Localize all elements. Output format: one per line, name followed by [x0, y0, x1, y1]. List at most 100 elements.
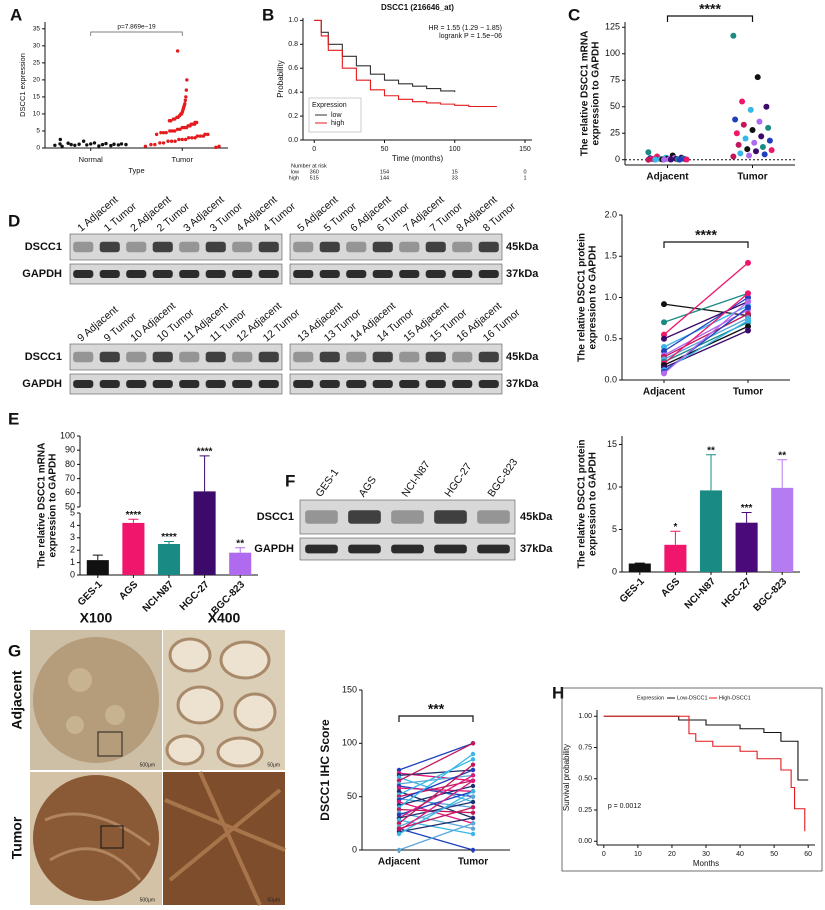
risk-value: 0 — [523, 169, 526, 175]
data-point — [396, 812, 402, 817]
data-point — [470, 847, 476, 853]
y-tick-label: 10 — [607, 481, 617, 491]
bar — [229, 552, 252, 575]
y-tick-label: 0 — [352, 844, 357, 854]
y-tick-label: 0 — [36, 145, 40, 152]
crypt — [176, 685, 224, 725]
data-point — [758, 133, 765, 140]
zoom-box — [97, 731, 123, 757]
data-point — [396, 817, 402, 823]
x-tick-label: 150 — [519, 146, 531, 153]
x-tick-label: GES-1 — [618, 576, 647, 605]
data-point — [396, 821, 402, 826]
data-point — [652, 156, 659, 163]
blot-band — [305, 544, 338, 554]
blot-band — [319, 351, 340, 363]
x-tick-label: 50 — [381, 146, 389, 153]
data-point — [751, 139, 758, 146]
data-point — [97, 144, 101, 148]
blot-band — [452, 241, 473, 253]
pair-line — [663, 301, 749, 340]
blot-band — [399, 380, 420, 388]
data-point — [470, 826, 476, 831]
data-point — [661, 335, 667, 342]
x-tick-label: HGC-27 — [178, 579, 212, 613]
y-axis-label: The relative DSCC1 protein — [577, 233, 588, 362]
scale-bar-label: 500μm — [140, 897, 155, 903]
crypt — [219, 640, 271, 680]
pair-line — [398, 780, 474, 832]
blot-band — [348, 544, 381, 554]
scale-bar-label: 50μm — [267, 897, 280, 903]
blot-band — [478, 351, 499, 363]
x-tick-label: Normal — [79, 155, 104, 164]
scale-bar-label: 50μm — [267, 762, 280, 768]
data-point — [676, 156, 683, 163]
y-axis-label: DSCC1 IHC Score — [318, 719, 332, 821]
data-point — [756, 118, 763, 125]
data-point — [149, 142, 153, 147]
panel-label: A — [10, 5, 22, 24]
data-point — [175, 49, 180, 53]
y-tick-label: 1.0 — [604, 292, 617, 302]
y-tick-label: 3 — [70, 532, 75, 542]
data-point — [173, 129, 177, 133]
data-point — [109, 143, 113, 148]
pair-line — [663, 313, 749, 358]
data-point — [745, 298, 751, 305]
risk-value: 15 — [452, 169, 458, 175]
texture — [105, 705, 125, 725]
data-point — [661, 331, 667, 338]
error-bar — [199, 455, 210, 492]
blot-band — [258, 270, 279, 278]
data-point — [396, 767, 402, 773]
y-tick-label: 10 — [33, 111, 41, 118]
y-tick-label: 125 — [605, 22, 620, 32]
data-point — [184, 88, 189, 92]
x-tick-label: 100 — [449, 146, 461, 153]
data-point — [396, 826, 402, 831]
blot-band — [99, 351, 120, 363]
data-point — [745, 294, 751, 301]
y-tick-label: 80 — [65, 459, 75, 469]
data-point — [739, 98, 746, 105]
blot-band — [126, 270, 147, 278]
y-tick-label: 15 — [33, 94, 41, 101]
data-point — [766, 137, 773, 144]
data-point — [177, 137, 181, 142]
row-label: GAPDH — [22, 268, 62, 280]
blot-band — [152, 351, 173, 363]
data-point — [186, 136, 191, 140]
data-point — [168, 129, 172, 133]
blot-band — [399, 270, 420, 278]
x-tick-label: 20 — [668, 851, 676, 858]
data-point — [183, 137, 188, 142]
x-tick-label: 60 — [804, 851, 812, 858]
data-point — [396, 807, 402, 812]
blot-band — [73, 241, 94, 253]
blot-band — [126, 351, 147, 363]
blot-band — [152, 270, 173, 278]
tissue-core — [33, 637, 159, 763]
blot-band — [346, 351, 367, 363]
blot-band — [258, 351, 279, 363]
blot-band — [205, 270, 226, 278]
data-point — [185, 78, 189, 82]
y-tick-label: 20 — [33, 77, 41, 84]
data-point — [645, 156, 652, 163]
y-tick-label: 25 — [610, 128, 620, 138]
y-tick-label: 0.5 — [604, 333, 617, 343]
x-tick-label: AGS — [117, 579, 140, 602]
blot-band — [205, 380, 226, 388]
data-point — [170, 129, 174, 133]
pair-line — [398, 790, 474, 819]
data-point — [396, 799, 402, 805]
panel-label: D — [8, 211, 20, 230]
y-tick-label: 1.0 — [288, 17, 298, 24]
data-point — [69, 142, 73, 147]
blot-band — [73, 270, 94, 278]
data-point — [180, 137, 184, 142]
y-tick-label: 2.0 — [604, 209, 617, 219]
blot-band — [152, 241, 173, 253]
bar — [86, 560, 109, 575]
